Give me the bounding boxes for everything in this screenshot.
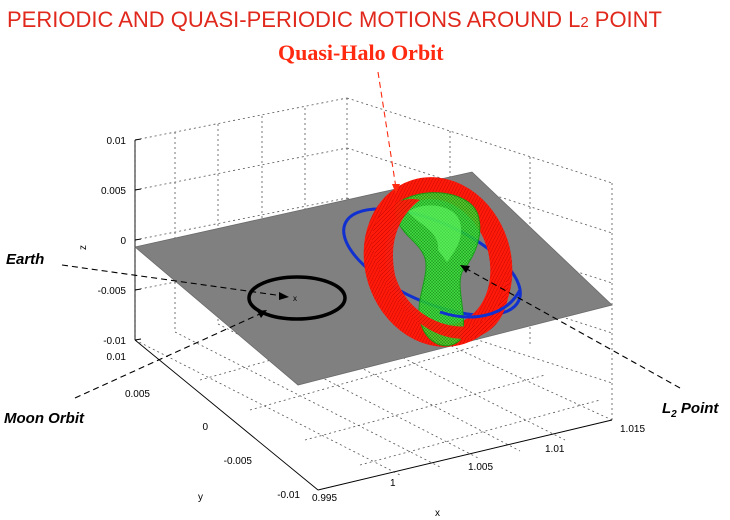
earth-arrowhead <box>279 292 289 300</box>
l2-prefix: L <box>662 400 671 417</box>
quasi-halo-arrowhead <box>392 184 400 194</box>
z-tick-label: 0.005 <box>101 186 126 197</box>
z-tick-label: 0.01 <box>107 136 127 147</box>
z-tick-label: -0.01 <box>103 336 126 347</box>
x-tick-label: 1.015 <box>620 424 645 435</box>
y-tick-label: -0.01 <box>277 490 300 501</box>
moon-orbit-arrowhead <box>257 310 267 318</box>
moon-orbit <box>247 275 347 321</box>
earth-marker: x <box>293 294 297 303</box>
x-tick-label: 1.01 <box>545 444 565 455</box>
y-axis: 0.01 0.005 0 -0.005 -0.01 y <box>107 352 301 503</box>
y-tick-label: 0.005 <box>125 389 150 400</box>
z-tick-label: -0.005 <box>98 286 127 297</box>
l2-suffix: Point <box>677 400 720 417</box>
moon-orbit-label: Moon Orbit <box>4 410 85 427</box>
l2-point-arrowhead <box>460 265 470 273</box>
z-axis: 0.01 0.005 0 -0.005 -0.01 z <box>78 136 126 347</box>
z-tick-label: 0 <box>120 236 126 247</box>
y-tick-label: 0.01 <box>107 352 127 363</box>
title-end: POINT <box>589 7 662 32</box>
x-tick-label: 1 <box>390 478 396 489</box>
x-tick-label: 0.995 <box>312 493 337 504</box>
l2-point-leader <box>464 267 681 389</box>
moon-orbit-leader <box>74 312 263 399</box>
x-axis-label: x <box>435 508 440 519</box>
green-torus-inner <box>408 205 462 262</box>
earth-label: Earth <box>6 251 44 268</box>
halo-orbit-front <box>439 289 522 319</box>
x-axis: 0.995 1 1.005 1.01 1.015 x <box>312 424 645 519</box>
earth-leader <box>61 264 284 297</box>
z-tick-marks <box>134 138 142 341</box>
annotation-leaders <box>61 71 681 399</box>
quasi-halo-label: Quasi-Halo Orbit <box>278 40 444 65</box>
l2-point-label: L2 Point <box>662 400 719 420</box>
title-main: PERIODIC AND QUASI-PERIODIC MOTIONS AROU… <box>7 7 580 32</box>
y-tick-label: -0.005 <box>224 456 253 467</box>
x-tick-label: 1.005 <box>468 462 493 473</box>
z-axis-label: z <box>78 245 89 250</box>
red-torus-front <box>372 199 509 339</box>
y-tick-label: 0 <box>202 422 208 433</box>
l2-subscript: 2 <box>670 409 677 420</box>
quasi-halo-structure <box>342 177 522 347</box>
quasi-halo-leader <box>377 71 397 189</box>
title-subscript: 2 <box>580 14 588 31</box>
figure-title: PERIODIC AND QUASI-PERIODIC MOTIONS AROU… <box>7 7 662 32</box>
y-axis-label: y <box>198 492 203 503</box>
